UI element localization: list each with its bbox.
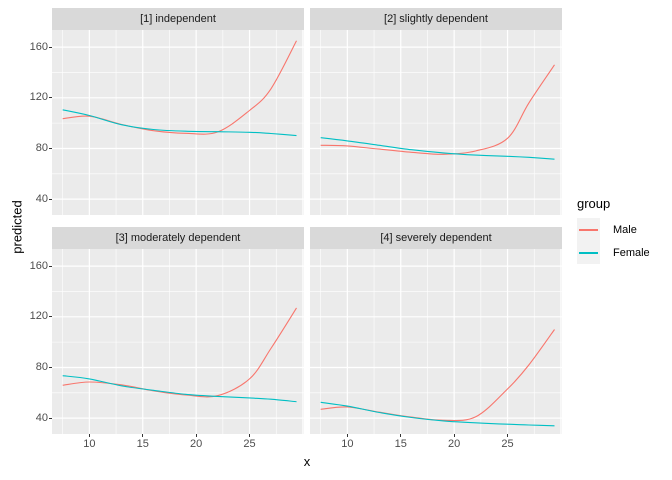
y-tick-label: 80 (35, 360, 48, 373)
x-tick-label: 10 (341, 438, 354, 450)
x-tick-label: 15 (136, 438, 149, 450)
y-tick-mark (49, 316, 52, 318)
panel-background (52, 30, 304, 215)
y-tick-label: 120 (29, 310, 48, 323)
facet-strip: [1] independent (52, 8, 304, 30)
line-female (62, 375, 297, 403)
x-tick-label: 20 (190, 438, 203, 450)
x-tick-mark (453, 434, 455, 437)
line-female (62, 109, 297, 137)
y-tick-mark (49, 417, 52, 419)
legend-item-label: Male (613, 223, 637, 236)
x-tick-mark (400, 434, 402, 437)
y-tick-label: 40 (35, 411, 48, 424)
x-tick-label: 25 (243, 438, 256, 450)
x-tick-mark (346, 434, 348, 437)
x-tick-label: 10 (83, 438, 96, 450)
legend: group Male Female (577, 196, 650, 264)
line-male (62, 307, 297, 398)
panel-canvas (52, 30, 304, 215)
y-tick-label: 40 (35, 192, 48, 205)
legend-item-label: Female (613, 246, 650, 259)
y-tick-mark (49, 265, 52, 267)
y-tick-label: 120 (29, 91, 48, 104)
x-tick-label: 20 (448, 438, 461, 450)
y-tick-mark (49, 366, 52, 368)
x-tick-label: 25 (501, 438, 514, 450)
y-tick-mark (49, 198, 52, 200)
x-axis-title: x (303, 454, 311, 469)
facet-panel (310, 30, 562, 215)
facet-panel (52, 249, 304, 434)
y-axis-title: predicted (9, 200, 25, 254)
legend-key-line (579, 229, 598, 231)
legend-key-line (579, 252, 598, 254)
legend-item-female: Female (577, 241, 650, 264)
legend-item-male: Male (577, 218, 650, 241)
facet-strip: [3] moderately dependent (52, 227, 304, 249)
legend-key-swatch (577, 241, 600, 264)
facet-panel (310, 249, 562, 434)
facet-panel (52, 30, 304, 215)
y-tick-mark (49, 147, 52, 149)
line-male (320, 64, 555, 155)
panel-background (310, 249, 562, 434)
panel-background (310, 30, 562, 215)
legend-items: Male Female (577, 218, 650, 264)
line-female (320, 401, 555, 427)
panel-canvas (310, 30, 562, 215)
panel-canvas (52, 249, 304, 434)
facet-strip: [4] severely dependent (310, 227, 562, 249)
x-tick-mark (507, 434, 509, 437)
y-tick-label: 80 (35, 141, 48, 154)
x-tick-mark (249, 434, 251, 437)
legend-key-swatch (577, 218, 600, 241)
y-tick-label: 160 (29, 259, 48, 272)
y-tick-mark (49, 46, 52, 48)
x-tick-mark (88, 434, 90, 437)
panel-canvas (310, 249, 562, 434)
x-tick-mark (142, 434, 144, 437)
x-tick-mark (195, 434, 197, 437)
facet-strip: [2] slightly dependent (310, 8, 562, 30)
y-tick-label: 160 (29, 40, 48, 53)
panel-background (52, 249, 304, 434)
legend-title: group (577, 196, 611, 211)
line-female (320, 137, 555, 160)
x-tick-label: 15 (394, 438, 407, 450)
y-tick-mark (49, 97, 52, 99)
